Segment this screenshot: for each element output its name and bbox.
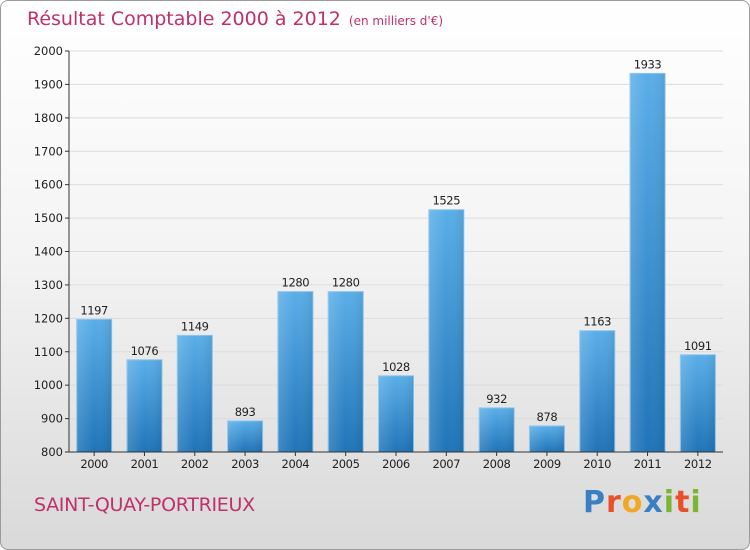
logo-letter: r (606, 485, 622, 520)
commune-name: SAINT-QUAY-PORTRIEUX (34, 494, 255, 516)
x-tick-label: 2005 (332, 457, 360, 471)
bar-value-label: 893 (235, 405, 256, 419)
y-tick-label: 1400 (34, 245, 63, 259)
x-tick-label: 2011 (634, 457, 662, 471)
bar-value-label: 1163 (583, 315, 611, 329)
x-tick-label: 2006 (382, 457, 410, 471)
y-tick-label: 1100 (34, 345, 63, 359)
bar-value-label: 1525 (432, 194, 460, 208)
x-tick-label: 2007 (432, 457, 460, 471)
x-tick-label: 2000 (80, 457, 108, 471)
logo-letter: x (643, 485, 664, 520)
bar-value-label: 1933 (634, 57, 662, 71)
x-tick-label: 2010 (583, 457, 611, 471)
bar-shine-2007 (428, 209, 464, 452)
bar-value-label: 1028 (382, 360, 410, 374)
y-tick-label: 1300 (34, 278, 63, 292)
labels: 800 900 1000 1100 1200 1300 1400 1500 1600 1700 18… (34, 44, 712, 471)
bar-value-label: 1197 (80, 303, 108, 317)
bar-shine-2008 (479, 407, 515, 452)
y-tick-label: 1700 (34, 144, 63, 158)
proxiti-logo[interactable]: Proxiti (583, 485, 702, 520)
y-tick-label: 900 (41, 412, 63, 426)
x-tick-label: 2003 (231, 457, 259, 471)
bar-shine-2004 (277, 291, 313, 452)
bar-shine-2011 (630, 73, 666, 453)
bars (76, 72, 716, 453)
bar-shine-2001 (126, 359, 162, 452)
y-tick-label: 1600 (34, 178, 63, 192)
x-tick-label: 2012 (684, 457, 712, 471)
logo-letter: P (583, 485, 606, 520)
y-tick-label: 1800 (34, 111, 63, 125)
x-tick-label: 2001 (131, 457, 159, 471)
logo-letter: i (663, 485, 676, 520)
bar-value-label: 878 (537, 410, 558, 424)
bar-value-label: 1076 (131, 344, 159, 358)
x-tick-label: 2004 (282, 457, 310, 471)
y-tick-label: 1900 (34, 77, 63, 91)
x-tick-label: 2002 (181, 457, 209, 471)
bar-shine-2010 (579, 330, 615, 452)
bar-value-label: 1149 (181, 319, 209, 333)
y-tick-label: 1200 (34, 311, 63, 325)
x-tick-label: 2008 (483, 457, 511, 471)
bar-shine-2012 (680, 354, 716, 452)
chart-title: Résultat Comptable 2000 à 2012 (en millie… (27, 8, 443, 30)
y-tick-label: 1500 (34, 211, 63, 225)
bar-value-label: 932 (486, 392, 507, 406)
y-tick-label: 2000 (34, 44, 63, 58)
y-tick-label: 800 (41, 445, 63, 459)
bar-value-label: 1280 (282, 276, 310, 290)
bar-shine-2000 (76, 319, 112, 452)
axes (65, 50, 723, 456)
y-tick-label: 1000 (34, 378, 63, 392)
bar-shine-2009 (529, 425, 565, 452)
bar-shine-2003 (227, 420, 263, 452)
bar-shine-2002 (177, 335, 213, 452)
logo-letter: i (690, 485, 702, 520)
logo-letter: o (621, 485, 644, 520)
bar-shine-2005 (328, 291, 364, 452)
chart-subtitle: (en milliers d'€) (348, 14, 444, 28)
bar-value-label: 1280 (332, 276, 360, 290)
bar-shine-2006 (378, 375, 414, 452)
bar-value-label: 1091 (684, 339, 712, 353)
logo-letter: t (675, 485, 691, 520)
chart-title-text: Résultat Comptable 2000 à 2012 (27, 8, 341, 30)
x-tick-label: 2009 (533, 457, 561, 471)
